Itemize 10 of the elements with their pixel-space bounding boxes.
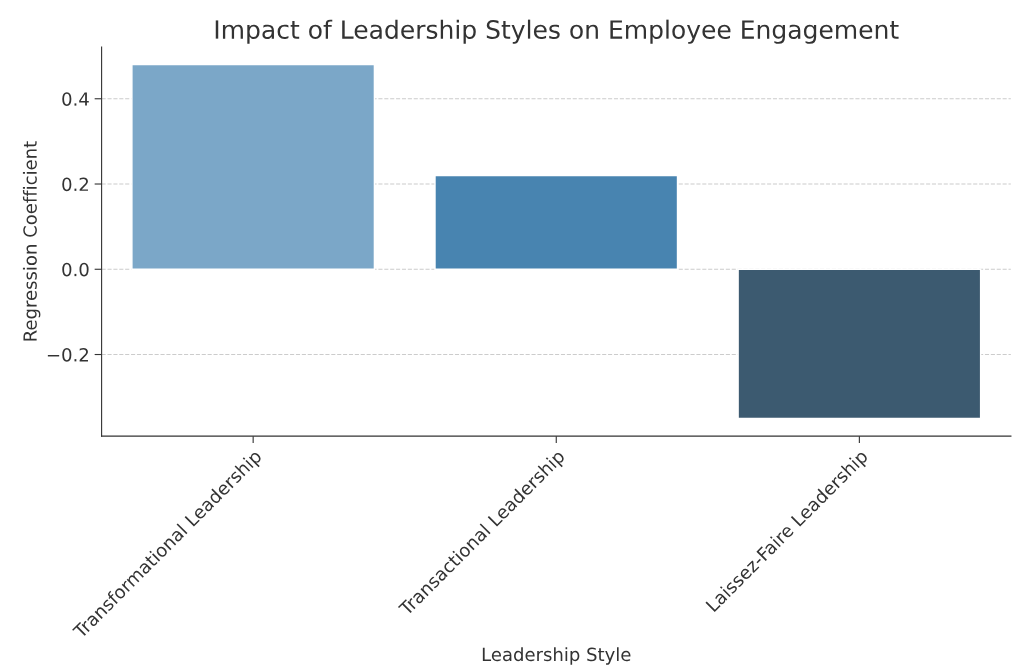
y-tick-label: 0.2 bbox=[62, 177, 88, 192]
y-axis-title: Regression Coefficient bbox=[22, 141, 41, 341]
y-tick-label: 0.0 bbox=[62, 262, 89, 277]
chart-title: Impact of Leadership Styles on Employee Engagement bbox=[215, 19, 899, 44]
x-axis-title: Leadership Style bbox=[482, 647, 631, 665]
y-tick-label: 0.4 bbox=[62, 92, 89, 106]
y-tick-label: −0.2 bbox=[47, 347, 88, 362]
bar bbox=[737, 268, 982, 420]
bar bbox=[131, 63, 376, 270]
bar bbox=[434, 174, 679, 270]
